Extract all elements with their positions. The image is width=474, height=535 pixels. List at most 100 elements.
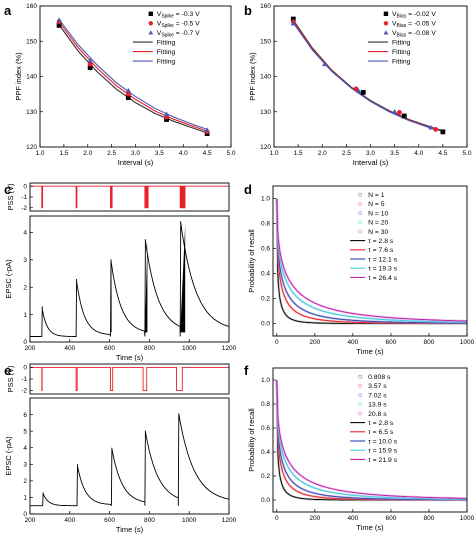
a-point-s3 [125,87,131,93]
a-point-s1 [125,95,131,101]
y-axis-label: Probability of recall [247,408,256,472]
legend-label: VBias = -0.02 V [392,11,436,20]
legend-marker [358,374,363,379]
b-fit-line-3 [292,22,444,133]
y-tick-label: 5 [23,428,27,435]
y-tick-label: 4 [23,230,27,237]
y-tick-label: 1 [23,312,27,319]
x-tick-label: 1.0 [269,150,278,157]
legend-marker [358,192,363,197]
legend-label: N = 5 [368,201,385,208]
a-point-s1 [87,65,93,71]
y-tick-label: 2 [23,478,27,485]
y-tick-label: 150 [26,38,37,45]
y-tick-label: 150 [260,38,271,45]
x-tick-label: 400 [64,517,75,524]
y-tick-label: 140 [26,74,37,81]
legend-marker [358,201,363,206]
x-tick-label: 200 [25,517,36,524]
legend-label: 0.808 s [368,374,391,381]
y-tick-label: 160 [26,3,37,10]
x-tick-label: 800 [144,517,155,524]
y-tick-label: -2 [21,388,27,395]
x-tick-label: 200 [309,339,320,346]
b-point-s1 [401,113,407,119]
x-tick-label: 4.0 [179,150,188,157]
x-tick-label: 200 [309,515,320,522]
y-tick-label: 2 [23,284,27,291]
y-tick-label: 0.2 [261,296,270,303]
x-tick-label: 0 [275,515,279,522]
pss-axis-label: PSS (V) [6,365,15,393]
x-tick-label: 600 [104,517,115,524]
plot-frame [272,185,468,337]
x-tick-label: 1200 [222,345,237,352]
legend-label: τ = 15.9 s [368,448,398,455]
d-fit-curve-3 [276,198,467,324]
b-point-s1 [360,89,366,95]
y-tick-label: 0.0 [261,497,270,504]
b-point-s3 [322,61,328,67]
legend-label: τ = 6.5 s [368,429,394,436]
y-tick-label: -1 [21,376,27,383]
y-tick-label: 6 [23,412,27,419]
b-point-s3 [391,108,398,114]
d-fit-curve-4 [276,198,467,323]
c-epsc-train-block [110,259,112,333]
x-tick-label: 0 [275,339,279,346]
legend-marker [148,11,153,16]
c-epsc-trace [30,221,229,337]
legend-marker [383,30,389,35]
legend-marker [358,402,363,407]
legend-marker [358,383,363,388]
b-fit-line-2 [292,21,444,132]
legend-label: VSpike = -0.5 V [157,21,200,30]
y-tick-label: 0 [23,183,27,190]
x-tick-label: 1000 [182,345,197,352]
pss-axis-label: PSS (V) [6,183,15,211]
x-tick-label: 3.5 [390,150,399,157]
b-point-s1 [440,129,446,135]
panel-f-recall-pulse-width: 0 200 400 600 800 1000 0.0 0.2 0.4 0.6 0.8 1.0 Time … [247,367,474,532]
epsc-frame [29,215,230,343]
y-axis-label: PPF index (%) [14,52,23,101]
x-tick-label: 800 [424,339,435,346]
panel-letter-a: a [4,3,12,18]
y-tick-label: 0.8 [261,401,270,408]
legend-label: 20.8 s [368,411,387,418]
legend-marker [148,30,154,35]
legend-label: VSpike = -0.3 V [157,11,200,20]
x-tick-label: 4.0 [414,150,423,157]
panel-c-epsc-pulse-number: 0 -1 -2 PSS (V) 200 400 600 800 1000 1200 0 1 2 3 4 Tim… [4,182,237,362]
a-fit-line-3 [58,19,208,130]
x-tick-label: 2.5 [107,150,116,157]
legend-marker [383,11,389,16]
y-tick-label: 0.0 [261,321,270,328]
a-point-s3 [56,17,62,23]
plot-frame [273,5,468,148]
y-tick-label: -2 [21,205,27,212]
legend-label: 7.02 s [368,392,387,399]
panel-letter-c: c [4,182,11,197]
a-point-s1 [56,22,62,28]
legend-label: Fitting [157,40,176,47]
x-tick-label: 1000 [460,515,474,522]
b-fit-line-1 [292,19,444,132]
legend-label: VSpike = -0.7 V [157,30,200,39]
y-tick-label: 0 [23,339,27,346]
legend-label: N = 10 [368,210,388,217]
b-point-s2 [397,110,402,115]
y-tick-label: 120 [260,144,271,151]
legend-marker [358,211,363,216]
x-tick-label: 800 [144,345,155,352]
c-epsc-train-block [180,224,186,333]
x-axis-label: Time (s) [356,347,384,356]
a-point-s1 [164,117,169,122]
panel-d-recall-pulse-number: 0 200 400 600 800 1000 0.0 0.2 0.4 0.6 0.8 1.0 Time … [247,185,474,356]
legend-label: Fitting [392,49,411,56]
x-tick-label: 1.0 [35,150,44,157]
x-tick-label: 200 [25,345,36,352]
a-fit-line-2 [58,21,208,132]
x-tick-label: 400 [347,515,358,522]
legend-label: N = 30 [368,229,388,236]
